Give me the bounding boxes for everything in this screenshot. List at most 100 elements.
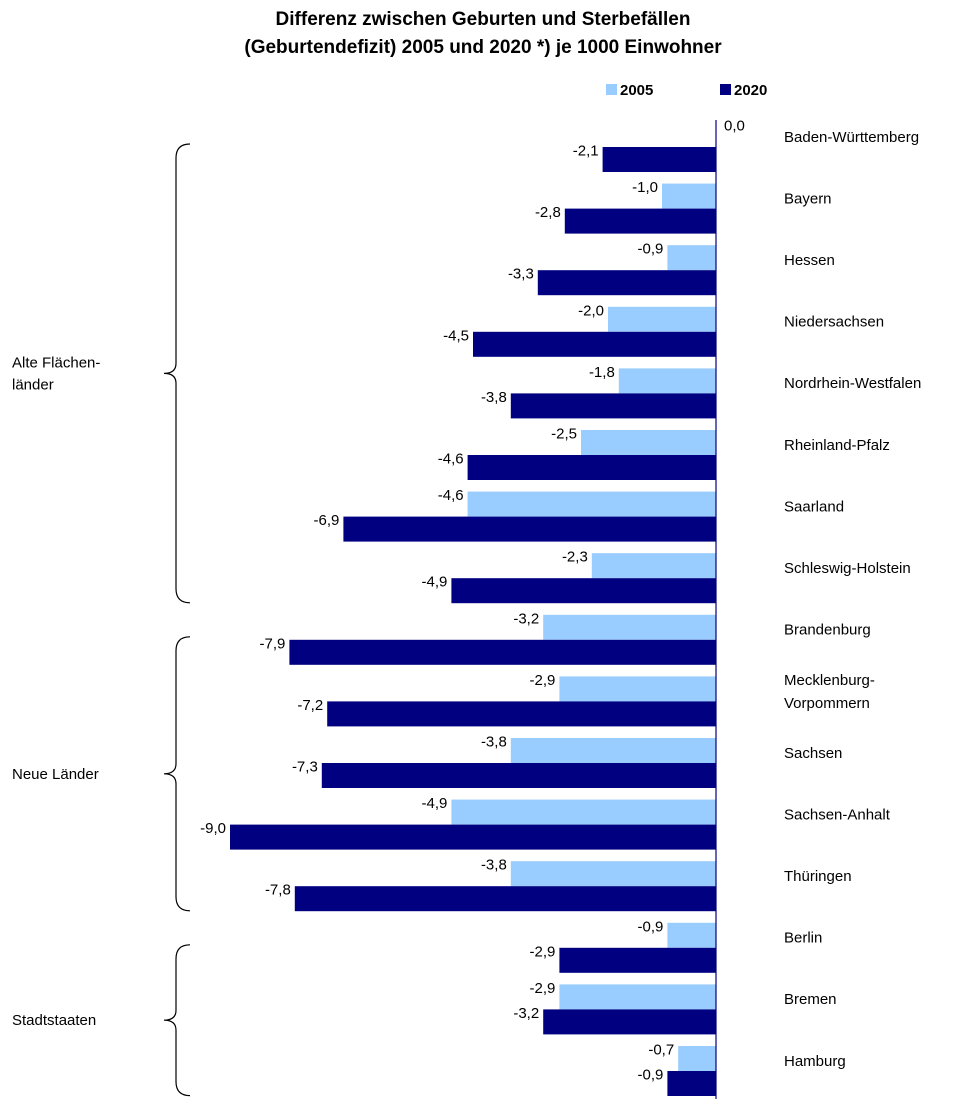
bar-2005 <box>581 430 716 455</box>
bar-2020 <box>294 886 716 912</box>
bar-2020 <box>321 763 716 788</box>
bar-2005 <box>559 676 716 702</box>
bar-2005 <box>667 922 716 948</box>
bar-2020 <box>451 578 716 604</box>
category-label: Hessen <box>784 252 835 269</box>
bar-2020 <box>343 516 716 542</box>
bar-2020 <box>473 331 716 357</box>
group-brace <box>163 143 191 604</box>
value-label-2020: -3,2 <box>513 1005 539 1022</box>
value-label-2020: -2,1 <box>573 143 599 160</box>
legend: 2005 2020 <box>606 82 767 99</box>
group-brace <box>163 944 191 1097</box>
value-label-2020: -0,9 <box>638 1067 664 1084</box>
bar-2005 <box>678 1046 716 1071</box>
value-label-2005: -4,6 <box>438 487 464 504</box>
value-label-2005: -3,8 <box>481 857 507 874</box>
category-label: Mecklenburg- <box>784 672 875 689</box>
bars <box>230 147 716 1096</box>
chart-title: Differenz zwischen Geburten und Sterbefä… <box>0 6 966 62</box>
bar-2020 <box>537 270 716 296</box>
category-label: Sachsen-Anhalt <box>784 806 891 823</box>
value-labels: 0,0 -2,1 -1,0 -2,8 -0,9 -3,3 -2,0 -4,5 -1,8 -3,8 -… <box>200 118 745 1084</box>
group-brace <box>163 636 191 912</box>
bar-2020 <box>667 1071 716 1096</box>
bar-2020 <box>602 147 716 172</box>
bar-2020 <box>510 393 716 419</box>
category-label: Schleswig-Holstein <box>784 560 911 577</box>
bar-2005 <box>543 614 716 640</box>
value-label-2005: -2,0 <box>578 302 604 319</box>
value-label-2005: -2,5 <box>551 426 577 443</box>
bar-2020 <box>230 824 716 850</box>
group-brackets: Alte Flächen-länder Neue Länder Stadtstaat… <box>12 143 191 1097</box>
legend-swatch-2005 <box>606 84 617 95</box>
value-label-2005: -2,9 <box>530 980 556 997</box>
group-label: Alte Flächen- <box>12 354 100 371</box>
bar-2020 <box>327 701 716 727</box>
bar-2020 <box>559 947 716 973</box>
value-label-2020: -7,2 <box>297 697 323 714</box>
value-label-2005: -0,9 <box>638 918 664 935</box>
value-label-2020: -2,9 <box>530 943 556 960</box>
value-label-2005: -0,9 <box>638 241 664 258</box>
bar-2020 <box>289 639 716 665</box>
bar-2005 <box>510 861 716 887</box>
value-label-2020: -9,0 <box>200 820 226 837</box>
category-label: Baden-Württemberg <box>784 129 919 146</box>
category-label: Sachsen <box>784 745 842 762</box>
bar-2005 <box>451 799 716 825</box>
bar-2020 <box>543 1009 716 1035</box>
chart-title-line-1: Differenz zwischen Geburten und Sterbefä… <box>275 9 691 30</box>
category-label: Thüringen <box>784 868 852 885</box>
category-labels: Baden-Württemberg Bayern Hessen Niedersachs… <box>784 129 921 1070</box>
value-label-2005: -1,0 <box>632 179 658 196</box>
bar-2005 <box>662 183 716 209</box>
bar-2005 <box>559 984 716 1010</box>
category-label: Niedersachsen <box>784 314 884 331</box>
bar-2020 <box>564 208 716 234</box>
value-label-2020: -6,9 <box>314 512 340 529</box>
value-label-2020: -2,8 <box>535 204 561 221</box>
legend-label-2005: 2005 <box>620 82 653 99</box>
group-label: Stadtstaaten <box>12 1012 96 1029</box>
legend-label-2020: 2020 <box>734 82 767 99</box>
bar-2005 <box>608 306 716 332</box>
value-label-2020: -7,9 <box>260 635 286 652</box>
bar-2020 <box>467 455 716 480</box>
legend-swatch-2020 <box>720 84 731 95</box>
group-label: Neue Länder <box>12 766 99 783</box>
value-label-2020: -3,8 <box>481 389 507 406</box>
chart-title-line-2: (Geburtendefizit) 2005 und 2020 *) je 10… <box>244 37 722 58</box>
value-label-2020: -4,6 <box>438 451 464 468</box>
category-label: Saarland <box>784 498 844 515</box>
category-label: Vorpommern <box>784 695 870 712</box>
value-label-2020: -4,5 <box>443 327 469 344</box>
value-label-2005: 0,0 <box>724 118 745 135</box>
value-label-2020: -7,8 <box>265 882 291 899</box>
category-label: Berlin <box>784 930 822 947</box>
bar-2005 <box>467 491 716 517</box>
category-label: Hamburg <box>784 1053 846 1070</box>
category-label: Bremen <box>784 991 837 1008</box>
value-label-2020: -4,9 <box>422 574 448 591</box>
group-label: länder <box>12 376 54 393</box>
value-label-2020: -3,3 <box>508 266 534 283</box>
category-label: Brandenburg <box>784 622 871 639</box>
bar-2005 <box>618 368 716 394</box>
bar-2005 <box>667 245 716 271</box>
value-label-2005: -0,7 <box>648 1042 674 1059</box>
category-label: Rheinland-Pfalz <box>784 437 890 454</box>
value-label-2005: -2,3 <box>562 549 588 566</box>
value-label-2005: -1,8 <box>589 364 615 381</box>
category-label: Nordrhein-Westfalen <box>784 375 921 392</box>
category-label: Bayern <box>784 190 832 207</box>
value-label-2020: -7,3 <box>292 759 318 776</box>
bar-2005 <box>510 738 716 763</box>
value-label-2005: -2,9 <box>530 672 556 689</box>
bar-2005 <box>591 553 716 579</box>
value-label-2005: -3,8 <box>481 734 507 751</box>
value-label-2005: -3,2 <box>513 610 539 627</box>
value-label-2005: -4,9 <box>422 795 448 812</box>
